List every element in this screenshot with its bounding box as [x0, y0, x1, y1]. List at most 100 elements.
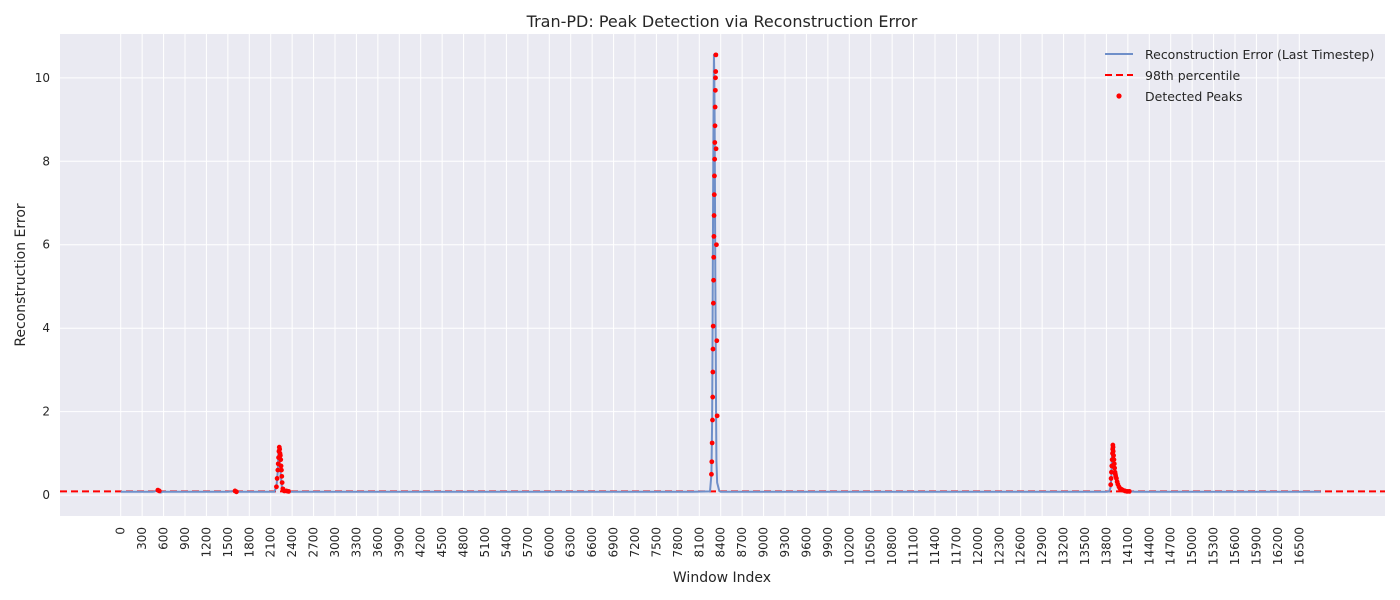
x-tick-label: 300 — [135, 527, 149, 550]
detected-peak-point — [274, 476, 280, 481]
x-tick-label: 4800 — [457, 527, 471, 558]
detected-peak-point — [1112, 465, 1118, 471]
x-tick-label: 11700 — [949, 527, 963, 565]
detected-peak-point — [1111, 461, 1117, 467]
x-tick-label: 2700 — [307, 527, 321, 558]
x-axis-ticks: 0 300 600 900 1200 1500 1800 2100 2400 2700 3000 33… — [114, 527, 1307, 565]
x-tick-label: 0 — [114, 527, 128, 535]
x-tick-label: 11100 — [907, 527, 921, 565]
x-tick-label: 6600 — [585, 527, 599, 558]
y-tick-label: 0 — [42, 488, 50, 502]
legend-peak-swatch — [1116, 93, 1122, 99]
detected-peak-point — [1108, 476, 1114, 481]
x-tick-label: 10200 — [842, 527, 856, 565]
x-tick-label: 16200 — [1271, 527, 1285, 565]
detected-peak-point — [275, 467, 281, 473]
detected-peak-point — [711, 213, 717, 218]
x-axis-label: Window Index — [673, 570, 771, 586]
y-tick-label: 6 — [42, 238, 50, 252]
detected-peak-point — [278, 457, 284, 463]
x-tick-label: 9300 — [778, 527, 792, 558]
x-tick-label: 8100 — [692, 527, 706, 558]
detected-peak-point — [713, 146, 719, 152]
plot-area — [60, 34, 1385, 516]
detected-peak-point — [286, 488, 291, 494]
detected-peak-point — [274, 484, 279, 490]
y-tick-label: 8 — [42, 154, 50, 168]
x-tick-label: 1500 — [221, 527, 235, 558]
x-tick-label: 12600 — [1014, 527, 1028, 565]
legend: Reconstruction Error (Last Timestep) 98t… — [1105, 47, 1374, 104]
x-tick-label: 2100 — [264, 527, 278, 558]
y-axis-ticks: 0 2 4 6 8 10 — [35, 71, 50, 502]
x-tick-label: 7500 — [649, 527, 663, 558]
detected-peak-point — [1110, 448, 1116, 454]
detected-peak-point — [712, 156, 718, 162]
detected-peak-point — [712, 140, 718, 145]
detected-peak-point — [279, 473, 285, 479]
detected-peak-point — [1126, 488, 1132, 494]
y-tick-label: 2 — [42, 405, 50, 419]
legend-entry-detected-peaks: Detected Peaks — [1145, 89, 1242, 104]
detected-peak-point — [710, 323, 716, 329]
detected-peak-point — [1110, 444, 1116, 450]
x-tick-label: 4500 — [435, 527, 449, 558]
x-tick-label: 5100 — [478, 527, 492, 558]
x-tick-label: 15900 — [1249, 527, 1263, 565]
x-tick-label: 7200 — [628, 527, 642, 558]
detected-peak-point — [710, 346, 716, 352]
x-tick-label: 11400 — [928, 527, 942, 565]
x-tick-label: 7800 — [671, 527, 685, 558]
detected-peak-point — [712, 87, 718, 93]
x-tick-label: 3000 — [328, 527, 342, 558]
x-tick-label: 12000 — [971, 527, 985, 565]
x-tick-label: 3300 — [349, 527, 363, 558]
x-tick-label: 5400 — [499, 527, 513, 558]
legend-entry-threshold: 98th percentile — [1145, 68, 1241, 83]
detected-peak-point — [709, 471, 714, 477]
x-tick-label: 9000 — [757, 527, 771, 558]
x-tick-label: 15300 — [1207, 527, 1221, 565]
detected-peak-point — [710, 300, 716, 306]
detected-peak-point — [711, 234, 717, 239]
grid — [60, 34, 1385, 516]
detected-peak-point — [1111, 457, 1117, 463]
x-tick-label: 900 — [178, 527, 192, 550]
x-tick-label: 14700 — [1164, 527, 1178, 565]
chart-title: Tran-PD: Peak Detection via Reconstructi… — [526, 12, 918, 31]
x-tick-label: 600 — [157, 527, 171, 550]
detected-peak-point — [710, 394, 716, 400]
detected-peak-point — [278, 463, 284, 469]
detected-peak-point — [712, 173, 717, 179]
detected-peak-point — [712, 123, 718, 129]
x-tick-label: 15600 — [1228, 527, 1242, 565]
y-tick-label: 10 — [35, 71, 50, 85]
detected-peak-point — [1111, 453, 1116, 458]
detected-peak-point — [712, 104, 718, 110]
detected-peak-point — [710, 369, 716, 375]
y-axis-label: Reconstruction Error — [13, 203, 29, 347]
x-tick-label: 8400 — [714, 527, 728, 558]
detected-peak-point — [711, 254, 717, 260]
legend-entry-reconstruction-error: Reconstruction Error (Last Timestep) — [1145, 47, 1374, 62]
detected-peak-point — [713, 52, 719, 58]
x-tick-label: 6900 — [607, 527, 621, 558]
x-tick-label: 5700 — [521, 527, 535, 558]
x-tick-label: 1800 — [242, 527, 256, 558]
x-tick-label: 12900 — [1035, 527, 1049, 565]
detected-peak-point — [279, 467, 284, 473]
x-tick-label: 3600 — [371, 527, 385, 558]
x-tick-label: 3900 — [392, 527, 406, 558]
detected-peak-point — [709, 440, 715, 446]
detected-peak-point — [277, 453, 283, 458]
detected-peak-point — [234, 489, 239, 495]
x-tick-label: 13200 — [1057, 527, 1071, 565]
detected-peak-point — [710, 417, 715, 423]
x-tick-label: 4200 — [414, 527, 428, 558]
x-tick-label: 13800 — [1099, 527, 1113, 565]
x-tick-label: 14400 — [1142, 527, 1156, 565]
x-tick-label: 9600 — [799, 527, 813, 558]
detected-peak-point — [1108, 482, 1114, 488]
x-tick-label: 8700 — [735, 527, 749, 558]
